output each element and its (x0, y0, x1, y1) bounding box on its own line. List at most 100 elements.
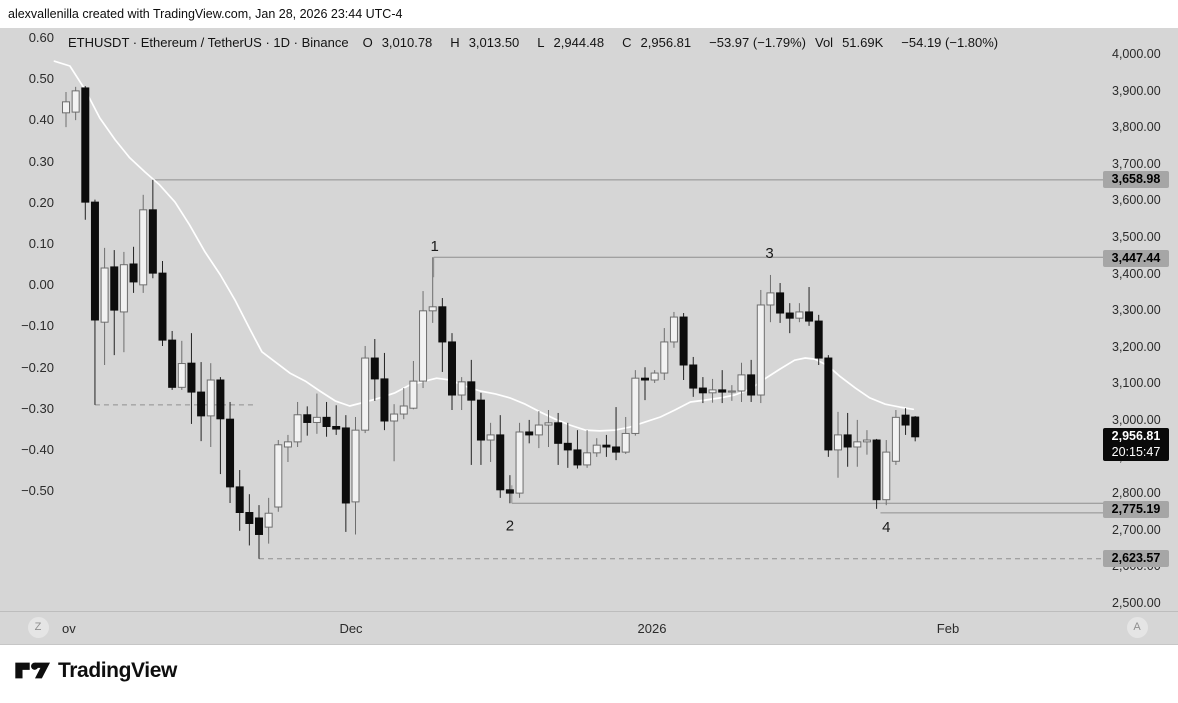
secondary-scale-label: −0.50 (21, 483, 54, 499)
price-scale-label: 3,100.00 (1112, 376, 1161, 391)
candle-body-up (534, 424, 543, 436)
price-scale-label: 4,000.00 (1112, 47, 1161, 61)
candle-body-down (197, 391, 206, 417)
time-scale-label-2026: 2026 (637, 621, 667, 636)
candle-body-up (399, 405, 408, 415)
candle-body-up (177, 363, 186, 388)
candle-body-up (882, 451, 891, 501)
price-chart-canvas[interactable]: 1 2 3 4 (0, 28, 1178, 645)
candle-body-up (862, 439, 871, 443)
candle-body-down (90, 201, 99, 321)
candle-body-down (255, 517, 263, 535)
candle-body-down (747, 374, 756, 396)
candle-body-up (834, 434, 842, 451)
candle-body-up (756, 304, 765, 396)
candle-body-up (631, 377, 640, 434)
candle-body-down (370, 357, 379, 380)
wave-label-3[interactable]: 3 (765, 245, 773, 262)
candle-body-down (438, 306, 447, 343)
candle-body-down (805, 311, 814, 322)
candle-body-down (332, 425, 341, 430)
candle-body-up (119, 264, 128, 313)
candle-body-up (544, 422, 553, 426)
candle-body-up (592, 444, 601, 454)
tradingview-logo[interactable]: TradingView (14, 658, 177, 683)
price-scale-label: 3,600.00 (1112, 193, 1161, 208)
candle-body-down (216, 379, 225, 420)
level-price-badge: 3,447.44 (1103, 249, 1169, 267)
candle-body-up (428, 306, 437, 312)
chart-area[interactable]: 1 2 3 4 ETHUSDT · Ethereum / TetherUS · 1D … (0, 28, 1178, 645)
wave-label-4[interactable]: 4 (882, 519, 890, 536)
candle-body-down (824, 357, 833, 451)
candle-body-up (62, 101, 70, 114)
wave-label-2[interactable]: 2 (506, 517, 514, 534)
price-scale-label: 3,700.00 (1112, 156, 1161, 171)
candle-body-down (110, 266, 119, 311)
candle-body-up (708, 389, 717, 394)
secondary-scale-label: 0.40 (28, 112, 54, 128)
candle-body-up (669, 316, 678, 343)
candle-body-down (496, 434, 505, 491)
candle-body-down (148, 209, 157, 274)
candle-body-down (81, 87, 90, 203)
candle-body-up (71, 90, 80, 113)
change-value: −53.97 (−1.79%) (709, 35, 806, 50)
volume-change-value: −54.19 (−1.80%) (901, 35, 999, 50)
candle-body-down (843, 434, 852, 448)
candle-body-down (322, 416, 331, 427)
candle-body-down (872, 439, 881, 501)
price-scale-label: 3,300.00 (1112, 303, 1161, 318)
candle-body-up (419, 310, 428, 382)
secondary-scale-label: 0.60 (28, 30, 54, 45)
moving-average-line (53, 60, 915, 432)
low-value: L 2,944.48 (537, 35, 605, 50)
candle-body-down (245, 512, 254, 524)
candle-body-up (206, 379, 215, 417)
footer: TradingView (0, 646, 1178, 703)
candle-body-up (515, 431, 524, 494)
candle-body-down (814, 320, 823, 359)
candle-body-down (467, 381, 476, 401)
tradingview-logo-text: TradingView (58, 658, 177, 682)
candle-body-up (853, 441, 862, 448)
candle-body-up (390, 413, 399, 422)
candle-body-down (525, 431, 534, 436)
candle-body-down (901, 414, 910, 426)
volume-value: Vol 51.69K (815, 35, 884, 50)
level-price-badge: 2,623.57 (1103, 550, 1169, 568)
secondary-scale-label: 0.20 (28, 194, 54, 210)
candle-body-down (679, 316, 688, 366)
candle-body-down (718, 389, 727, 393)
candle-body-down (129, 263, 138, 283)
candle-body-down (341, 427, 350, 504)
level-price-badge: 3,658.98 (1103, 171, 1169, 189)
candle-body-up (727, 390, 736, 393)
current-price: 2,956.81 (1111, 429, 1161, 444)
candle-body-up (139, 209, 148, 286)
wave-label-1[interactable]: 1 (430, 238, 438, 255)
level-price-badge: 2,775.19 (1103, 500, 1169, 518)
candle-body-down (698, 387, 707, 394)
time-scale-label-Dec: Dec (339, 621, 363, 636)
secondary-scale-label: 0.10 (28, 236, 54, 251)
candle-body-down (911, 416, 920, 438)
candle-body-up (409, 380, 418, 409)
secondary-scale-label: 0.00 (28, 277, 54, 293)
candle-body-down (235, 486, 244, 514)
candle-body-up (621, 432, 630, 453)
candle-body-up (457, 381, 466, 396)
candle-body-up (361, 357, 370, 431)
candle-body-down (158, 272, 167, 341)
candle-body-up (660, 341, 669, 374)
scale-auto-button[interactable]: A (1126, 617, 1148, 638)
candle-body-down (612, 446, 621, 453)
scale-z-button[interactable]: Z (27, 617, 49, 638)
attribution-text: alexvallenilla created with TradingView.… (8, 7, 403, 21)
price-scale-label: 3,400.00 (1112, 266, 1161, 281)
current-price-badge: 2,956.81 20:15:47 (1103, 428, 1169, 462)
candle-body-down (168, 339, 177, 388)
price-scale-label: 2,800.00 (1112, 486, 1161, 501)
candle-body-up (283, 441, 292, 448)
candle-body-down (448, 341, 456, 396)
